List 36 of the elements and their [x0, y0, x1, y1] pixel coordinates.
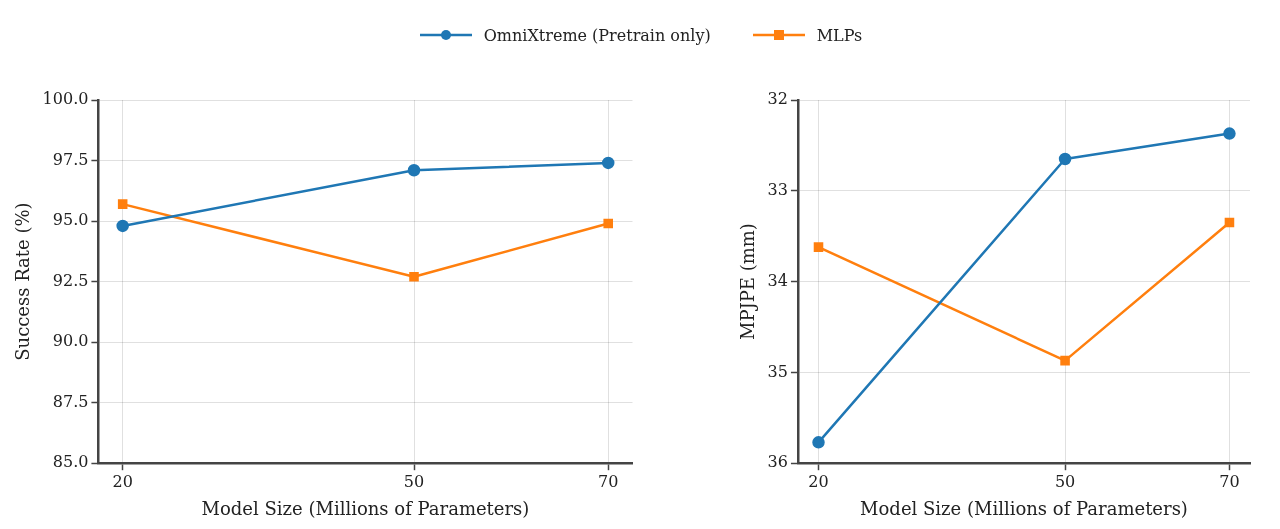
x-tick-label: 20 [808, 471, 829, 491]
point [1060, 355, 1070, 366]
y-tick-label: 95.0 [52, 210, 89, 230]
y-tick-label: 97.5 [52, 149, 89, 169]
point [603, 218, 614, 229]
y-axis-title: Success Rate (%) [12, 202, 34, 361]
y-tick-label: 34 [767, 270, 788, 290]
point [813, 242, 824, 252]
point [1224, 217, 1235, 228]
point [409, 271, 419, 282]
x-tick-label: 50 [1054, 471, 1076, 491]
y-tick-label: 33 [767, 179, 788, 199]
x-axis-title: Model Size (Millions of Parameters) [860, 497, 1188, 519]
point [407, 163, 421, 177]
y-tick-label: 32 [767, 89, 788, 109]
y-tick-label: 35 [767, 361, 788, 381]
x-tick-label: 70 [1219, 471, 1240, 491]
point [812, 436, 825, 449]
y-tick-label: 92.5 [52, 270, 89, 290]
y-axis-title: MPJPE (mm) [737, 223, 759, 341]
legend-label: MLPs [816, 25, 863, 45]
y-tick-label: 90.0 [52, 331, 89, 351]
point [116, 219, 129, 233]
point [1223, 127, 1236, 140]
x-tick-label: 20 [112, 471, 133, 491]
x-axis-title: Model Size (Millions of Parameters) [201, 497, 530, 519]
point [1058, 152, 1072, 166]
point [601, 156, 615, 170]
x-tick-label: 70 [598, 471, 619, 491]
y-tick-label: 36 [767, 452, 788, 472]
y-tick-label: 87.5 [52, 391, 89, 411]
y-tick-label: 100.0 [42, 89, 89, 109]
x-tick-label: 50 [403, 471, 425, 491]
point [117, 199, 128, 209]
legend-label: OmniXtreme (Pretrain only) [483, 25, 711, 45]
y-tick-label: 85.0 [52, 452, 89, 472]
